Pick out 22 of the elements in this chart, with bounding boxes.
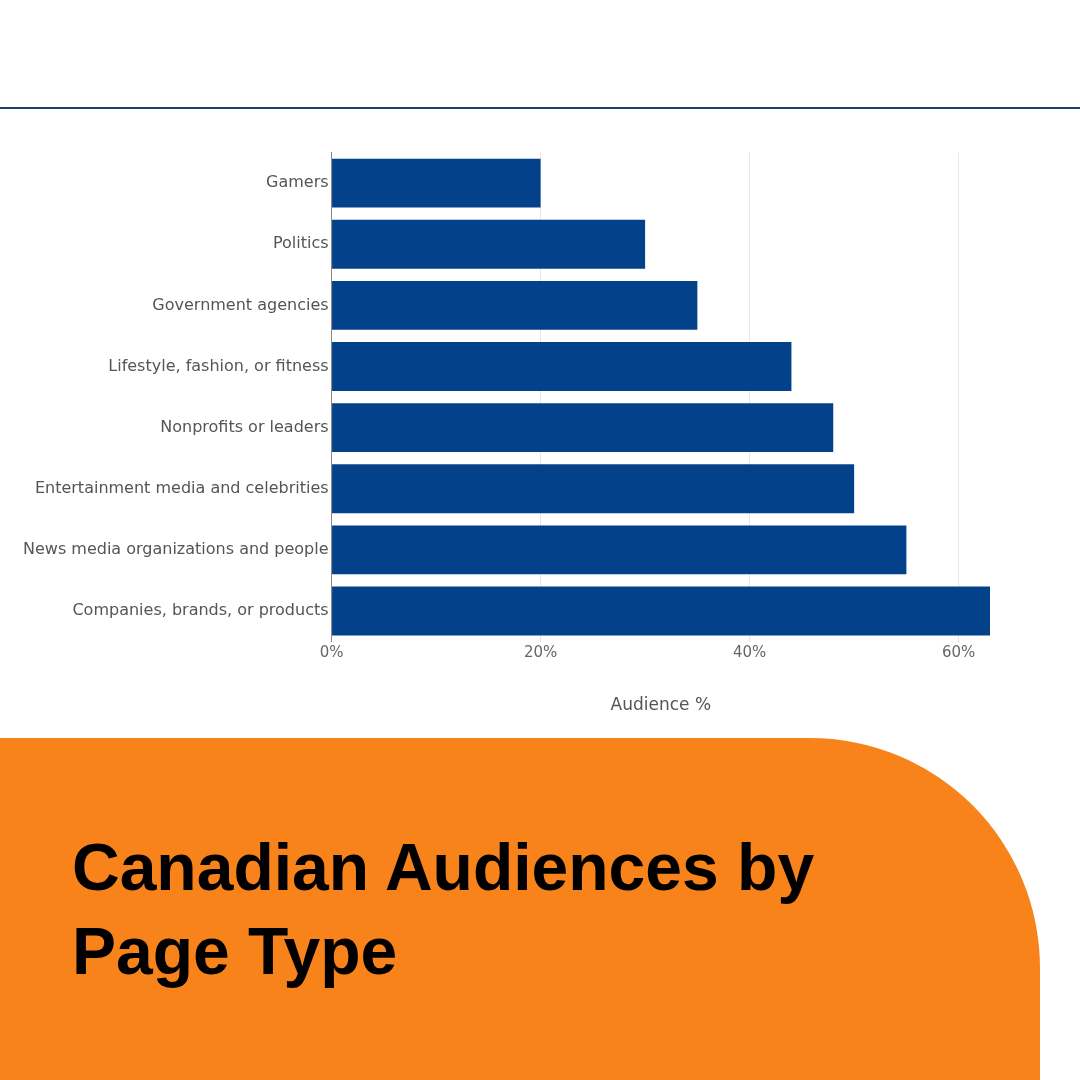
x-tick-label: 60%: [941, 643, 976, 662]
x-tick-label: 40%: [732, 643, 767, 662]
bar: [332, 219, 646, 269]
bar: [332, 342, 792, 391]
y-tick-label: Politics: [272, 233, 329, 253]
bar: [332, 586, 990, 636]
y-tick-label: Nonprofits or leaders: [160, 416, 329, 436]
y-tick-label: Lifestyle, fashion, or fitness: [108, 355, 329, 375]
y-tick-label: News media organizations and people: [22, 539, 329, 559]
y-tick-label: Gamers: [266, 172, 329, 192]
y-tick-label: Entertainment media and celebrities: [34, 477, 329, 497]
bar: [332, 525, 907, 575]
x-tick-label: 0%: [319, 643, 344, 662]
y-tick-label: Government agencies: [152, 294, 329, 314]
text: Canadian Audiences by Page Type: [72, 829, 816, 990]
bar: [332, 280, 698, 330]
bar: [332, 464, 855, 514]
y-tick-label: Companies, brands, or products: [72, 600, 329, 620]
x-axis-title: Audience %: [610, 694, 712, 715]
bar: [332, 158, 541, 208]
x-tick-label: 20%: [523, 643, 558, 662]
bar: [332, 403, 834, 453]
